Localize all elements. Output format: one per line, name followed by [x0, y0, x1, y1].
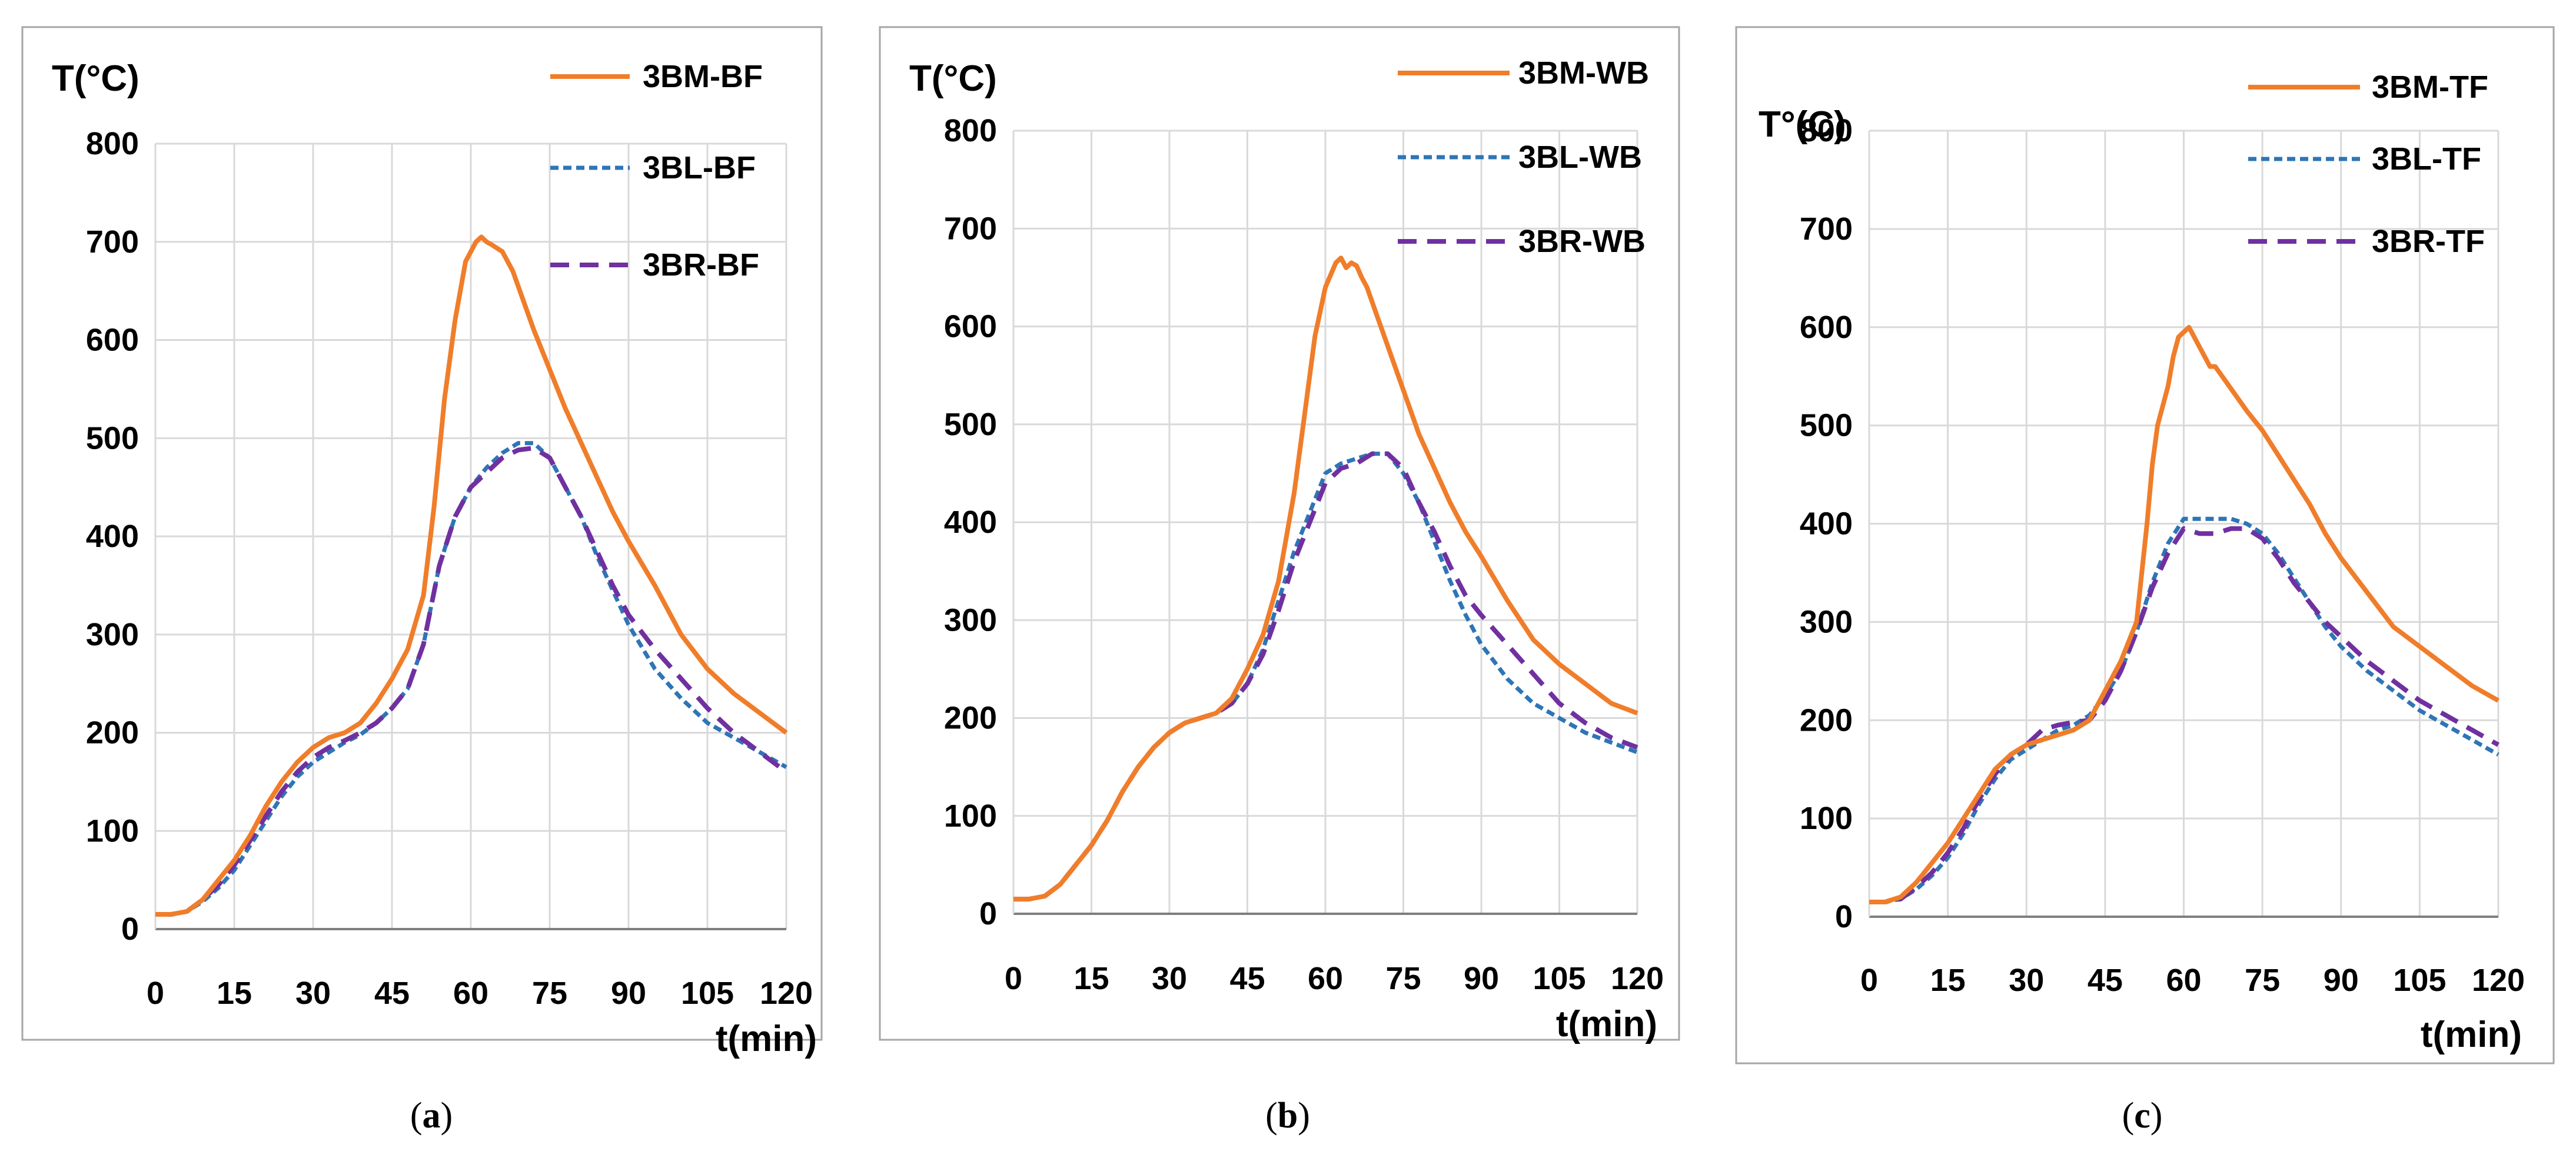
x-tick-label: 30	[1152, 961, 1187, 996]
y-tick-label: 600	[86, 323, 139, 358]
x-tick-label: 90	[2324, 963, 2359, 998]
legend-label: 3BL-TF	[2372, 141, 2481, 177]
chart-panel-a: 0 100 200 300 400 500 600 700 800 0 15 30 45 60 75 90 10…	[21, 26, 823, 1136]
legend-label: 3BL-WB	[1518, 140, 1642, 175]
y-tick-label: 200	[86, 715, 139, 751]
legend-label: 3BR-BF	[643, 247, 759, 283]
x-tick-label: 90	[611, 976, 646, 1011]
panel-letter: b	[1278, 1096, 1298, 1136]
x-tick-label: 60	[453, 976, 488, 1011]
y-tick-label: 700	[1800, 211, 1853, 247]
x-axis-title: t(min)	[716, 1019, 817, 1059]
legend-label: 3BM-BF	[643, 59, 763, 94]
x-tick-label: 0	[1860, 963, 1878, 998]
x-tick-label: 15	[1073, 961, 1109, 996]
series-line-3bm-bf	[155, 234, 788, 917]
series-line-3bl-tf	[1869, 516, 2499, 904]
y-tick-label: 200	[944, 701, 997, 736]
panel-caption: (b)	[1265, 1096, 1310, 1136]
y-axis-title: T(°C)	[909, 58, 997, 99]
x-tick-label: 120	[760, 976, 813, 1011]
panel-letter: c	[2134, 1096, 2150, 1136]
panel-caption: (a)	[410, 1096, 453, 1136]
legend-label: 3BR-WB	[1518, 224, 1646, 259]
x-axis-title: t(min)	[2421, 1014, 2522, 1055]
y-tick-label: 100	[1800, 801, 1853, 836]
x-tick-label: 15	[217, 976, 252, 1011]
chart-panel-c: 0 100 200 300 400 500 600 700 800 0 15 30 45 60 75 90 10…	[1735, 26, 2555, 1136]
x-tick-label: 120	[2472, 963, 2525, 998]
x-tick-label: 60	[1308, 961, 1343, 996]
y-tick-label: 800	[86, 126, 139, 161]
series-line-3bm-tf	[1869, 324, 2499, 904]
y-tick-label: 600	[1800, 310, 1853, 345]
x-tick-label: 15	[1930, 963, 1966, 998]
y-tick-label: 800	[1800, 113, 1853, 148]
y-tick-label: 400	[944, 505, 997, 540]
x-tick-label: 45	[374, 976, 410, 1011]
x-tick-label: 75	[532, 976, 567, 1011]
x-tick-label: 30	[295, 976, 331, 1011]
y-axis-title: T(°C)	[52, 58, 139, 99]
y-tick-label: 500	[944, 407, 997, 442]
y-tick-label: 0	[979, 896, 997, 931]
y-tick-label: 300	[944, 602, 997, 638]
x-tick-label: 30	[2009, 963, 2044, 998]
y-tick-label: 700	[86, 224, 139, 260]
x-tick-label: 75	[2245, 963, 2280, 998]
panel-caption: (c)	[2122, 1096, 2163, 1136]
x-tick-label: 0	[1005, 961, 1022, 996]
x-tick-label: 45	[1229, 961, 1265, 996]
legend-label: 3BM-WB	[1518, 55, 1649, 91]
y-tick-label: 600	[944, 309, 997, 344]
legend-label: 3BL-BF	[643, 150, 756, 185]
y-axis-title: T°(C)	[1759, 104, 1846, 145]
legend-label: 3BM-TF	[2372, 69, 2488, 105]
x-tick-label: 105	[1533, 961, 1586, 996]
y-tick-label: 100	[944, 798, 997, 834]
y-tick-label: 0	[121, 911, 139, 947]
x-tick-label: 0	[147, 976, 164, 1011]
x-tick-label: 60	[2166, 963, 2201, 998]
chart-panel-b: 0 100 200 300 400 500 600 700 800 0 15 30 45 60 75 90 10…	[879, 26, 1680, 1136]
x-tick-label: 90	[1464, 961, 1499, 996]
y-tick-label: 400	[1800, 506, 1853, 542]
y-tick-label: 200	[1800, 702, 1853, 738]
x-tick-label: 105	[2393, 963, 2446, 998]
x-tick-label: 120	[1611, 961, 1664, 996]
y-tick-label: 500	[86, 420, 139, 456]
y-tick-label: 700	[944, 211, 997, 246]
x-tick-label: 45	[2088, 963, 2123, 998]
series-line-3bm-wb	[1013, 256, 1638, 902]
y-tick-label: 300	[1800, 604, 1853, 639]
panel-letter: a	[423, 1096, 441, 1136]
y-tick-label: 800	[944, 113, 997, 148]
y-tick-label: 0	[1835, 899, 1853, 934]
legend-label: 3BR-TF	[2372, 224, 2485, 259]
x-axis-title: t(min)	[1556, 1004, 1657, 1044]
series-line-3bl-bf	[155, 441, 787, 917]
y-tick-label: 500	[1800, 408, 1853, 443]
y-tick-label: 400	[86, 519, 139, 554]
series-line-3br-bf	[155, 445, 788, 917]
series-line-3br-tf	[1869, 526, 2499, 904]
x-tick-label: 75	[1385, 961, 1421, 996]
y-tick-label: 100	[86, 813, 139, 848]
x-tick-label: 105	[681, 976, 734, 1011]
y-tick-label: 300	[86, 617, 139, 652]
